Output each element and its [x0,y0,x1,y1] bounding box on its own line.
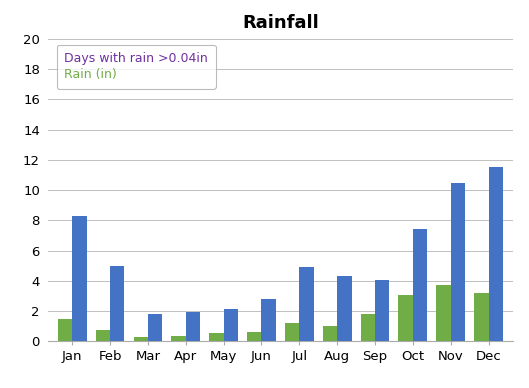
Bar [171,336,186,341]
Bar [148,314,162,341]
Bar [186,312,200,341]
Bar [337,275,352,341]
Bar [224,309,238,341]
Bar [261,299,276,341]
Bar [133,337,148,341]
Bar [474,293,488,341]
Bar [323,326,337,341]
Bar [209,333,224,341]
Bar [299,267,314,341]
Bar [96,330,110,341]
Bar [451,183,465,341]
Bar [436,285,451,341]
Bar [398,294,413,341]
Bar [285,322,299,341]
Title: Rainfall: Rainfall [242,14,319,32]
Legend: Days with rain >0.04in, Rain (in): Days with rain >0.04in, Rain (in) [57,45,216,89]
Bar [488,168,503,341]
Bar [413,229,427,341]
Bar [375,280,389,341]
Bar [58,319,72,341]
Bar [72,216,87,341]
Bar [361,314,375,341]
Bar [110,266,124,341]
Bar [247,333,261,341]
